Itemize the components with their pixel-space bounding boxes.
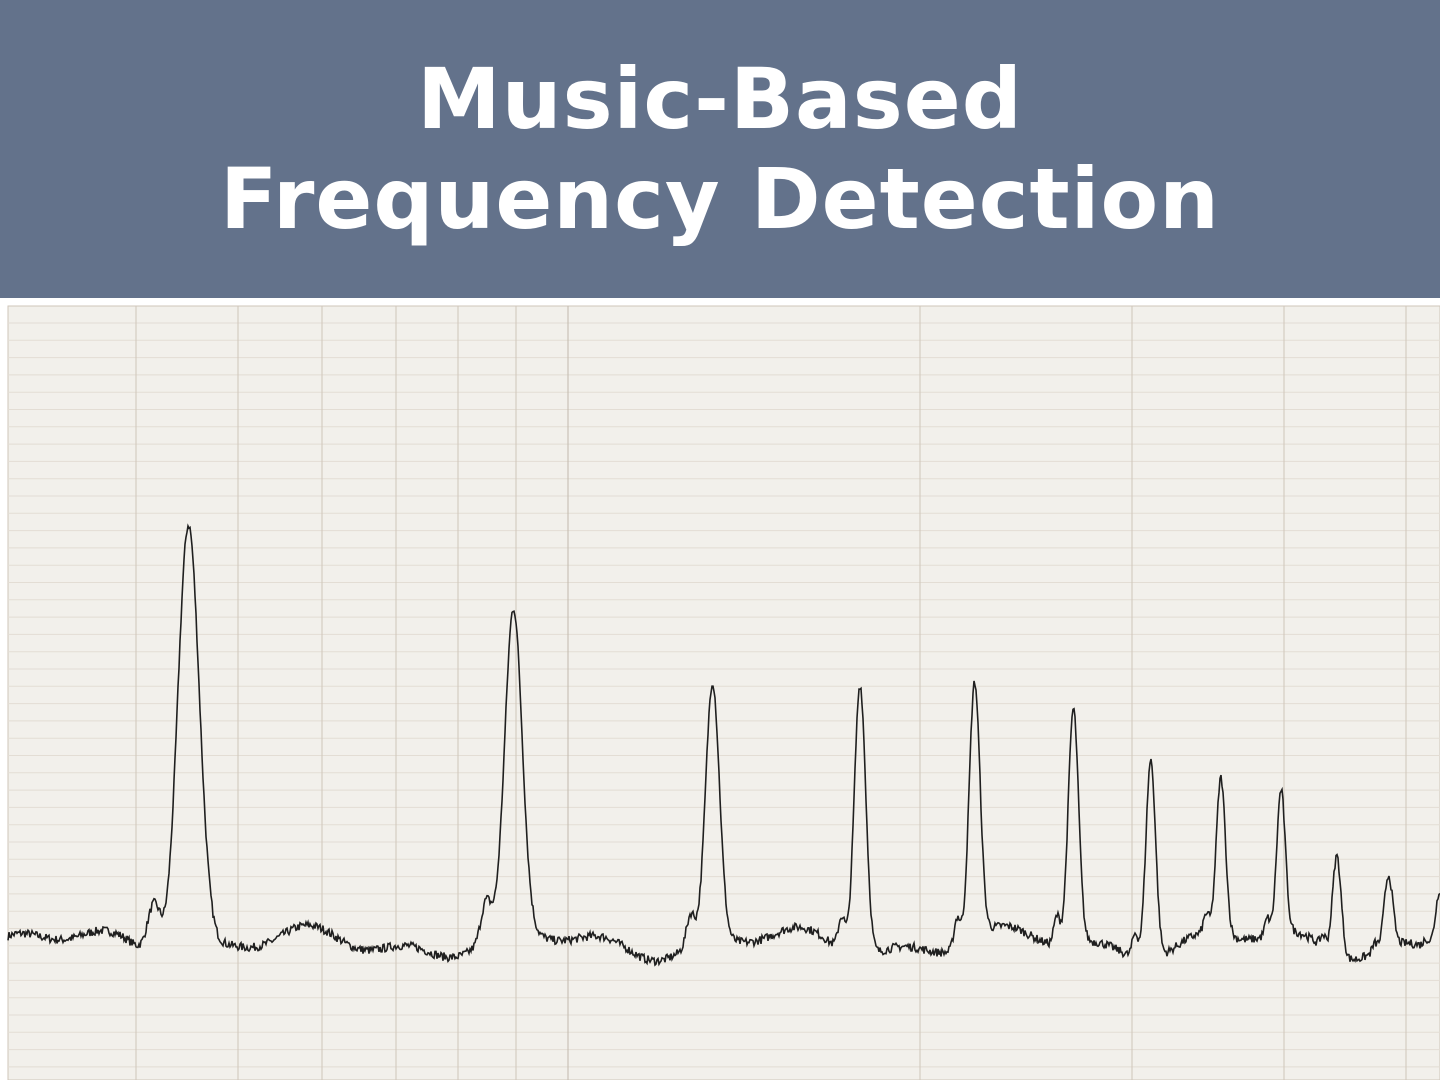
spectrum-line	[7, 523, 1440, 967]
plot-area	[7, 305, 1440, 1080]
title-line-2: Frequency Detection	[220, 150, 1220, 248]
title-banner: Music-Based Frequency Detection	[0, 0, 1440, 298]
spectrum-chart-svg	[7, 305, 1440, 1080]
title-line-1: Music-Based	[417, 50, 1023, 148]
grid-minor	[8, 322, 1440, 1068]
spectrum-chart	[0, 298, 1440, 1080]
